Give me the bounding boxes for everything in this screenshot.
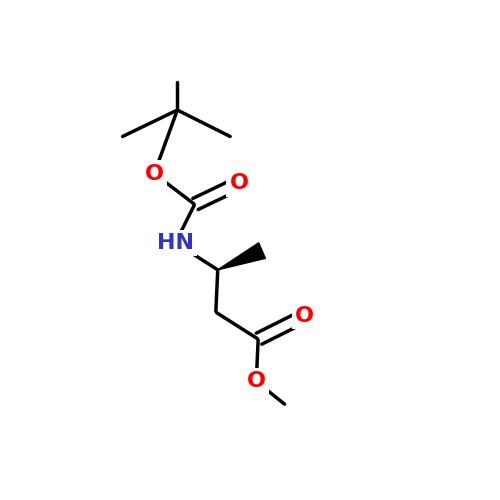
Text: O: O: [230, 173, 248, 193]
Text: O: O: [144, 164, 164, 184]
Polygon shape: [218, 243, 266, 270]
Text: O: O: [247, 372, 266, 392]
Text: O: O: [295, 306, 314, 326]
Text: HN: HN: [157, 233, 194, 253]
